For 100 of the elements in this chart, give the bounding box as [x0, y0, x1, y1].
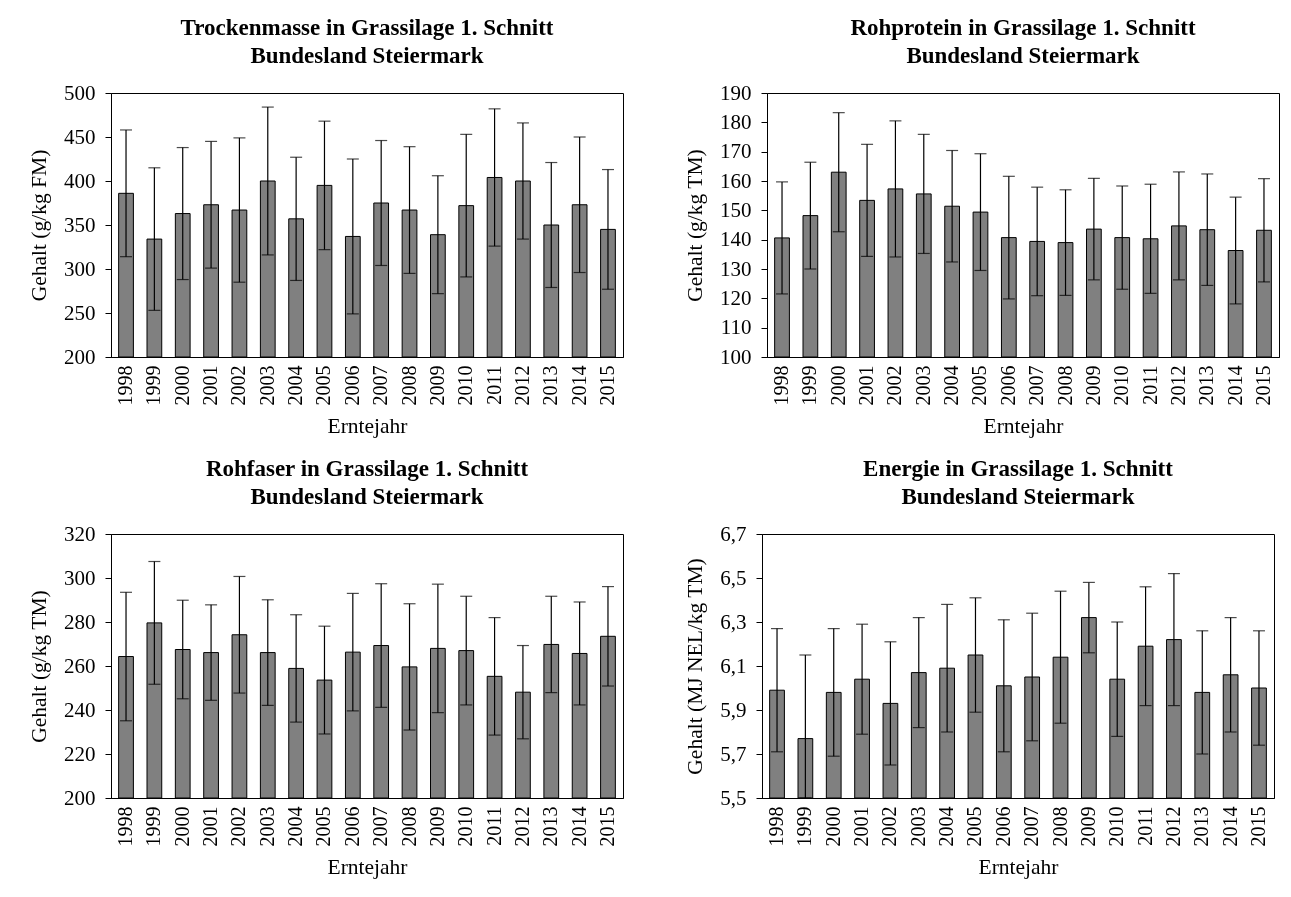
x-tick-label: 2015 — [1246, 806, 1269, 847]
x-tick-label: 2006 — [340, 365, 363, 406]
x-tick-label: 2006 — [996, 365, 1019, 406]
x-tick-label: 2014 — [1223, 365, 1246, 406]
y-tick-label: 110 — [720, 315, 752, 340]
y-axis-title: Gehalt (g/kg TM) — [683, 149, 707, 302]
x-tick-label: 2010 — [454, 806, 477, 847]
x-tick-label: 2011 — [1133, 806, 1156, 846]
y-tick-label: 5,7 — [720, 741, 747, 766]
x-tick-label: 2000 — [170, 365, 193, 406]
x-tick-label: 2013 — [539, 806, 562, 847]
x-tick-label: 2002 — [227, 806, 250, 847]
y-tick-label: 260 — [64, 653, 96, 678]
x-tick-label: 2005 — [312, 806, 335, 847]
x-tick-label: 2007 — [369, 365, 392, 406]
x-tick-label: 2003 — [255, 806, 278, 847]
x-tick-label: 2013 — [1190, 806, 1213, 847]
y-tick-label: 280 — [64, 609, 96, 634]
chart-title: Rohfaser in Grassilage 1. Schnitt — [205, 456, 529, 481]
x-axis-title: Erntejahr — [327, 854, 408, 879]
x-tick-label: 2011 — [482, 365, 505, 405]
x-tick-label: 2011 — [1138, 365, 1161, 405]
x-tick-label: 2000 — [826, 365, 849, 406]
x-tick-label: 2005 — [312, 365, 335, 406]
x-tick-label: 2010 — [1105, 806, 1128, 847]
x-tick-label: 2014 — [1218, 806, 1241, 847]
x-tick-label: 2009 — [425, 365, 448, 406]
x-tick-label: 2009 — [1081, 365, 1104, 406]
x-tick-label: 1998 — [114, 365, 137, 406]
y-tick-label: 140 — [720, 227, 752, 252]
y-tick-label: 6,5 — [720, 565, 747, 590]
x-tick-label: 2004 — [284, 365, 307, 406]
x-axis-title: Erntejahr — [983, 413, 1064, 438]
x-tick-label: 2007 — [1020, 806, 1043, 847]
y-tick-label: 100 — [720, 344, 752, 369]
x-tick-label: 2009 — [1076, 806, 1099, 847]
x-tick-label: 2003 — [906, 806, 929, 847]
y-tick-label: 450 — [64, 124, 96, 149]
y-tick-label: 200 — [64, 344, 96, 369]
y-tick-label: 5,5 — [720, 785, 747, 810]
chart-subtitle: Bundesland Steiermark — [906, 43, 1140, 68]
x-tick-label: 2003 — [911, 365, 934, 406]
x-tick-label: 2004 — [935, 806, 958, 847]
x-tick-label: 2001 — [199, 806, 222, 847]
x-tick-label: 2007 — [369, 806, 392, 847]
x-tick-label: 2013 — [539, 365, 562, 406]
x-tick-label: 2000 — [170, 806, 193, 847]
y-tick-label: 170 — [720, 139, 752, 164]
x-tick-label: 2002 — [227, 365, 250, 406]
x-tick-label: 2001 — [199, 365, 222, 406]
x-tick-label: 2012 — [510, 365, 533, 406]
y-tick-label: 300 — [64, 565, 96, 590]
x-tick-label: 1999 — [798, 365, 821, 406]
y-tick-label: 400 — [64, 168, 96, 193]
y-tick-label: 250 — [64, 300, 96, 325]
x-tick-label: 2006 — [991, 806, 1014, 847]
x-tick-label: 2004 — [284, 806, 307, 847]
x-tick-label: 2006 — [340, 806, 363, 847]
x-tick-label: 2012 — [1166, 365, 1189, 406]
y-tick-label: 130 — [720, 256, 752, 281]
x-tick-label: 2003 — [255, 365, 278, 406]
x-tick-label: 2005 — [963, 806, 986, 847]
x-tick-label: 2004 — [940, 365, 963, 406]
y-axis-title: Gehalt (g/kg TM) — [27, 590, 51, 743]
x-tick-label: 2013 — [1195, 365, 1218, 406]
x-axis-title: Erntejahr — [327, 413, 408, 438]
y-tick-label: 160 — [720, 168, 752, 193]
x-tick-label: 2015 — [1251, 365, 1274, 406]
y-tick-label: 150 — [720, 197, 752, 222]
y-tick-label: 240 — [64, 697, 96, 722]
y-tick-label: 180 — [720, 109, 752, 134]
x-tick-label: 1998 — [765, 806, 788, 847]
y-tick-label: 190 — [720, 80, 752, 105]
y-tick-label: 6,7 — [720, 521, 747, 546]
x-tick-label: 2015 — [595, 365, 618, 406]
x-tick-label: 2001 — [850, 806, 873, 847]
y-axis-title: Gehalt (g/kg FM) — [27, 149, 51, 302]
y-tick-label: 6,3 — [720, 609, 747, 634]
x-axis-title: Erntejahr — [978, 854, 1059, 879]
y-tick-label: 300 — [64, 256, 96, 281]
x-tick-label: 2014 — [567, 806, 590, 847]
y-tick-label: 200 — [64, 785, 96, 810]
y-tick-label: 120 — [720, 285, 752, 310]
y-tick-label: 500 — [64, 80, 96, 105]
chart-title: Rohprotein in Grassilage 1. Schnitt — [850, 15, 1196, 40]
x-tick-label: 2012 — [1161, 806, 1184, 847]
x-tick-label: 1999 — [793, 806, 816, 847]
chart-title: Trockenmasse in Grassilage 1. Schnitt — [180, 15, 554, 40]
x-tick-label: 2009 — [425, 806, 448, 847]
x-tick-label: 2010 — [1110, 365, 1133, 406]
x-tick-label: 2008 — [1048, 806, 1071, 847]
y-tick-label: 6,1 — [720, 653, 747, 678]
y-tick-label: 220 — [64, 741, 96, 766]
y-tick-label: 5,9 — [720, 697, 747, 722]
x-tick-label: 2007 — [1025, 365, 1048, 406]
y-axis-title: Gehalt (MJ NEL/kg TM) — [683, 558, 708, 775]
x-tick-label: 1999 — [142, 806, 165, 847]
x-tick-label: 2015 — [595, 806, 618, 847]
x-tick-label: 2012 — [510, 806, 533, 847]
chart-subtitle: Bundesland Steiermark — [901, 484, 1135, 509]
